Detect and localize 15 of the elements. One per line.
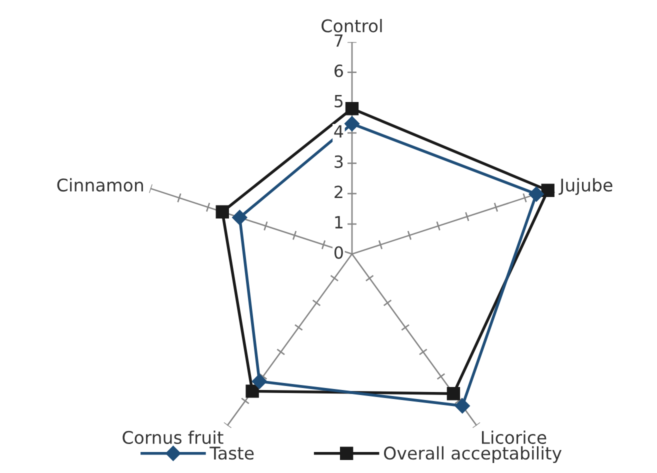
- spoke-label: Control: [322, 18, 382, 32]
- y-tick-label: 2: [334, 186, 342, 198]
- legend-label: Taste: [210, 446, 254, 460]
- y-tick-label: 3: [334, 155, 343, 168]
- y-tick-label: 1: [335, 216, 342, 228]
- y-tick-label: 6: [334, 64, 343, 78]
- y-tick-label: 5: [334, 95, 343, 108]
- spoke-label: Cinnamon: [57, 178, 143, 192]
- y-tick-label: 0: [334, 246, 343, 259]
- y-tick-label: 4: [334, 125, 344, 138]
- spoke-label: Cornus fruit: [122, 430, 224, 444]
- legend-label: Overall acceptability: [384, 446, 562, 464]
- spoke-label: Licorice: [482, 430, 546, 444]
- y-tick-label: 7: [334, 34, 343, 47]
- spoke-label: Jujube: [558, 178, 612, 195]
